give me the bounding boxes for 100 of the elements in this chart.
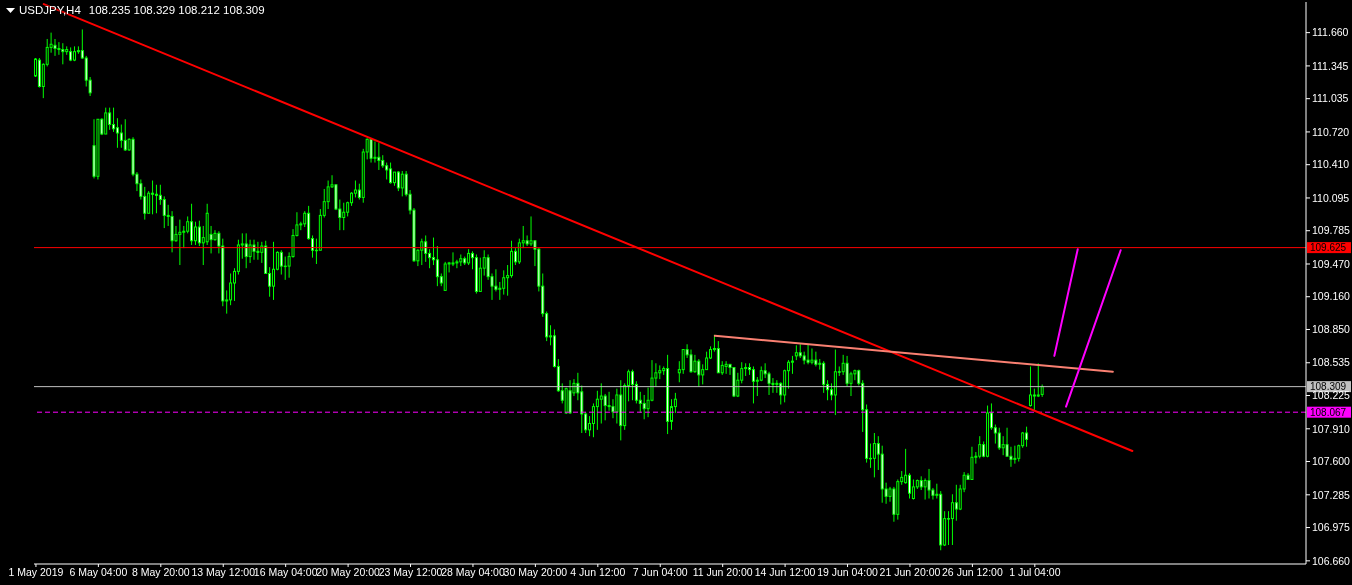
- candlestick: [248, 239, 252, 264]
- y-tick-label: 109.785: [1312, 224, 1351, 237]
- y-tick-label: 110.410: [1312, 158, 1350, 171]
- x-tick-label: 1 Jul 04:00: [1009, 566, 1061, 579]
- x-tick-label: 13 May 12:00: [191, 566, 256, 579]
- candlestick: [1036, 362, 1040, 398]
- candlestick: [872, 432, 876, 478]
- candlestick: [451, 251, 455, 267]
- y-tick-label: 110.720: [1312, 125, 1350, 138]
- y-tick-label: 107.600: [1312, 455, 1351, 468]
- x-tick-label: 28 May 04:00: [441, 566, 505, 579]
- candlestick: [697, 358, 701, 388]
- candlestick: [151, 180, 155, 215]
- y-tick-label: 111.345: [1312, 59, 1349, 72]
- candlestick: [61, 42, 65, 65]
- x-tick-label: 4 Jun 12:00: [570, 566, 626, 579]
- candlestick: [108, 107, 112, 131]
- candlestick: [154, 184, 158, 214]
- candlestick: [1025, 426, 1029, 448]
- x-tick-label: 14 Jun 12:00: [754, 566, 816, 579]
- candlestick: [147, 190, 151, 214]
- candlestick: [400, 170, 404, 197]
- y-tick-label: 108.535: [1312, 356, 1351, 369]
- y-tick-label: 106.660: [1312, 554, 1351, 567]
- x-tick-label: 1 May 2019: [8, 566, 64, 579]
- candlestick: [112, 107, 116, 133]
- candlestick: [396, 170, 400, 192]
- candlestick: [377, 142, 381, 171]
- ref-line-label: 109.625: [1310, 242, 1347, 254]
- candlestick: [810, 348, 814, 365]
- y-tick-label: 110.095: [1312, 191, 1350, 204]
- y-tick-label: 108.850: [1312, 323, 1351, 336]
- y-tick-label: 111.035: [1312, 92, 1349, 105]
- candlestick: [642, 394, 646, 420]
- candlestick: [193, 221, 197, 246]
- x-tick-label: 11 Jun 20:00: [692, 566, 753, 579]
- candlestick: [724, 360, 728, 375]
- candlestick: [615, 388, 619, 424]
- candlestick: [342, 202, 346, 231]
- candlestick: [908, 472, 912, 499]
- candlestick: [591, 402, 595, 438]
- x-tick-label: 21 Jun 20:00: [879, 566, 941, 579]
- candlestick: [970, 446, 974, 480]
- candlestick: [279, 249, 283, 276]
- candlestick: [244, 232, 248, 269]
- y-tick-label: 111.660: [1312, 26, 1349, 39]
- candlestick: [420, 238, 424, 266]
- candlestick: [806, 343, 810, 365]
- candlestick: [424, 234, 428, 263]
- x-tick-label: 26 Jun 12:00: [942, 566, 1003, 579]
- x-tick-label: 23 May 12:00: [378, 566, 443, 579]
- candlestick: [229, 272, 233, 306]
- candlestick: [104, 107, 108, 135]
- ref-line-label: 108.067: [1310, 406, 1347, 418]
- candlestick: [927, 468, 931, 499]
- x-tick-label: 6 May 04:00: [69, 566, 128, 579]
- candlestick: [978, 435, 982, 459]
- candlestick: [162, 195, 166, 229]
- candlestick: [115, 117, 119, 149]
- candlestick: [283, 256, 287, 281]
- y-tick-label: 109.470: [1312, 257, 1351, 270]
- candlestick: [435, 245, 439, 287]
- candlestick: [256, 241, 260, 261]
- candlestick: [1032, 388, 1036, 412]
- x-tick-label: 7 Jun 04:00: [632, 566, 688, 579]
- candlestick: [517, 238, 521, 265]
- candlestick: [478, 257, 482, 292]
- candlestick: [123, 118, 127, 152]
- candlestick: [751, 365, 755, 404]
- chart-subtitle: 108.235 108.329 108.212 108.309: [88, 4, 265, 16]
- x-tick-label: 8 May 20:00: [131, 566, 190, 579]
- candlestick: [911, 478, 915, 501]
- candlestick: [1028, 365, 1032, 408]
- candlestick: [502, 269, 506, 296]
- candlestick: [369, 137, 373, 164]
- candlestick: [529, 215, 533, 247]
- candlestick: [568, 379, 572, 415]
- candlestick: [1009, 446, 1013, 468]
- candlestick: [252, 239, 256, 261]
- y-tick-label: 109.160: [1312, 290, 1351, 303]
- candlestick: [822, 360, 826, 394]
- y-tick-label: 107.910: [1312, 422, 1351, 435]
- candlestick: [923, 477, 927, 501]
- x-tick-label: 20 May 20:00: [316, 566, 381, 579]
- x-tick-label: 19 Jun 04:00: [817, 566, 879, 579]
- candlestick: [595, 390, 599, 431]
- candlestick: [997, 427, 1001, 451]
- candlestick: [1001, 435, 1005, 456]
- candlestick: [599, 382, 603, 424]
- candlestick: [950, 493, 954, 546]
- x-tick-label: 30 May 20:00: [503, 566, 568, 579]
- candlestick: [143, 186, 147, 221]
- candlestick: [630, 369, 634, 401]
- candlestick: [190, 203, 194, 246]
- candlestick: [119, 124, 123, 149]
- candlestick: [197, 220, 201, 247]
- candlestick: [814, 351, 818, 367]
- candlestick: [603, 393, 607, 421]
- candlestick: [1013, 445, 1017, 465]
- candlestick: [178, 219, 182, 266]
